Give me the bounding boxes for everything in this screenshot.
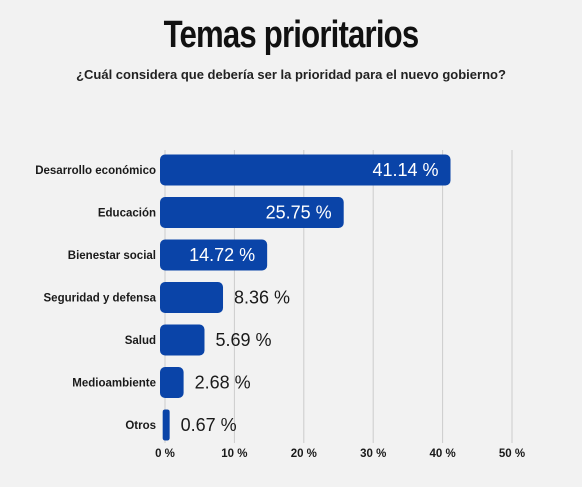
- chart-title: Temas prioritarios: [163, 14, 420, 56]
- category-label: Desarrollo económico: [35, 165, 156, 177]
- x-tick-labels: 0 % 10 % 20 % 30 % 40 % 50 %: [155, 448, 525, 460]
- data-label: 2.68 %: [195, 373, 251, 393]
- data-label: 14.72 %: [189, 245, 255, 265]
- category-label: Salud: [125, 335, 156, 347]
- data-label: 5.69 %: [215, 330, 271, 350]
- bar: [160, 239, 268, 271]
- value-labels: 41.14 % 25.75 % 14.72 % 8.36 % 5.69 % 2.68 % 0…: [181, 160, 439, 435]
- x-tick-label: 50 %: [499, 448, 525, 460]
- category-label: Educación: [98, 208, 156, 220]
- bar: [162, 409, 170, 441]
- x-tick-label: 30 %: [360, 448, 386, 460]
- x-tick-label: 10 %: [221, 448, 247, 460]
- category-label: Bienestar social: [68, 250, 156, 262]
- data-label: 0.67 %: [181, 415, 237, 435]
- x-tick-label: 40 %: [429, 448, 455, 460]
- data-label: 41.14 %: [372, 160, 438, 180]
- bar: [160, 324, 205, 356]
- category-labels: Desarrollo económico Educación Bienestar s…: [35, 165, 156, 432]
- category-label: Otros: [125, 420, 156, 432]
- bars: [160, 154, 451, 441]
- category-label: Seguridad y defensa: [44, 293, 157, 305]
- chart-subtitle: ¿Cuál considera que debería ser la prior…: [76, 67, 506, 82]
- category-label: Medioambiente: [72, 378, 156, 390]
- bar: [160, 154, 451, 186]
- data-label: 25.75 %: [266, 203, 332, 223]
- bar: [160, 367, 184, 398]
- x-tick-label: 20 %: [291, 448, 317, 460]
- data-label: 8.36 %: [234, 288, 290, 308]
- bar: [160, 282, 224, 313]
- bar: [160, 197, 344, 228]
- x-tick-label: 0 %: [155, 448, 175, 460]
